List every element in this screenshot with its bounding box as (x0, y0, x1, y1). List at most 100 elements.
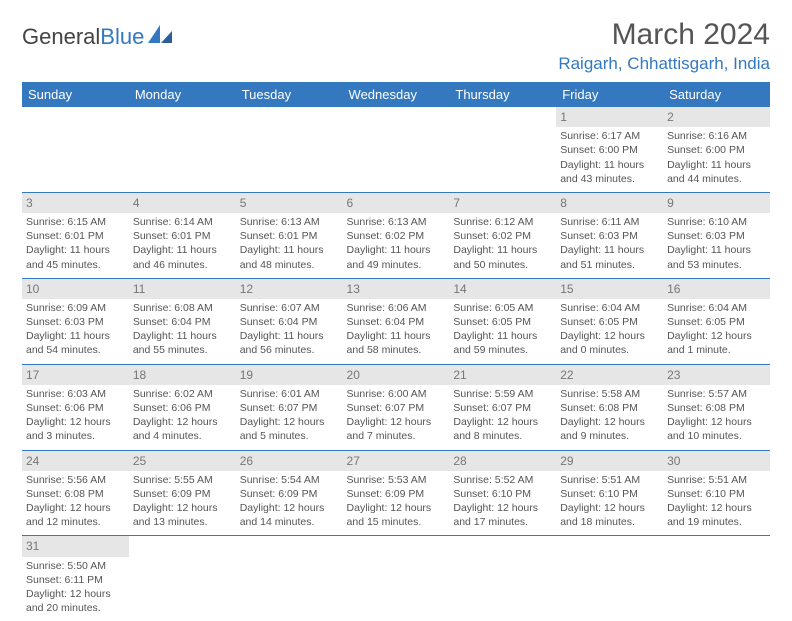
sunrise-line: Sunrise: 5:57 AM (667, 387, 766, 401)
weekday-header: Monday (129, 82, 236, 107)
sunrise-line: Sunrise: 6:13 AM (240, 215, 339, 229)
sunset-line: Sunset: 6:10 PM (453, 487, 552, 501)
daylight-line: Daylight: 12 hours and 17 minutes. (453, 501, 552, 529)
sunrise-line: Sunrise: 6:05 AM (453, 301, 552, 315)
daylight-line: Daylight: 12 hours and 14 minutes. (240, 501, 339, 529)
calendar-cell: 31Sunrise: 5:50 AMSunset: 6:11 PMDayligh… (22, 536, 129, 621)
sunrise-line: Sunrise: 6:13 AM (347, 215, 446, 229)
sunset-line: Sunset: 6:07 PM (453, 401, 552, 415)
sunset-line: Sunset: 6:05 PM (560, 315, 659, 329)
sunset-line: Sunset: 6:01 PM (133, 229, 232, 243)
location: Raigarh, Chhattisgarh, India (558, 54, 770, 74)
logo-text-2: Blue (100, 24, 144, 50)
calendar-cell: 7Sunrise: 6:12 AMSunset: 6:02 PMDaylight… (449, 192, 556, 278)
sunset-line: Sunset: 6:01 PM (26, 229, 125, 243)
day-number: 20 (343, 365, 450, 385)
weekday-header: Saturday (663, 82, 770, 107)
sunrise-line: Sunrise: 6:08 AM (133, 301, 232, 315)
calendar-cell: 26Sunrise: 5:54 AMSunset: 6:09 PMDayligh… (236, 450, 343, 536)
weekday-header: Wednesday (343, 82, 450, 107)
calendar-cell: 15Sunrise: 6:04 AMSunset: 6:05 PMDayligh… (556, 278, 663, 364)
calendar-cell: . (129, 107, 236, 192)
calendar-cell: 19Sunrise: 6:01 AMSunset: 6:07 PMDayligh… (236, 364, 343, 450)
daylight-line: Daylight: 12 hours and 18 minutes. (560, 501, 659, 529)
title-block: March 2024 Raigarh, Chhattisgarh, India (558, 18, 770, 74)
calendar-cell: . (343, 107, 450, 192)
month-title: March 2024 (558, 18, 770, 52)
daylight-line: Daylight: 12 hours and 13 minutes. (133, 501, 232, 529)
calendar-row: 3Sunrise: 6:15 AMSunset: 6:01 PMDaylight… (22, 192, 770, 278)
daylight-line: Daylight: 11 hours and 44 minutes. (667, 158, 766, 186)
calendar-table: Sunday Monday Tuesday Wednesday Thursday… (22, 82, 770, 621)
sunrise-line: Sunrise: 6:14 AM (133, 215, 232, 229)
sunrise-line: Sunrise: 6:11 AM (560, 215, 659, 229)
calendar-cell: 25Sunrise: 5:55 AMSunset: 6:09 PMDayligh… (129, 450, 236, 536)
weekday-header: Friday (556, 82, 663, 107)
calendar-cell: . (129, 536, 236, 621)
day-number: 11 (129, 279, 236, 299)
daylight-line: Daylight: 11 hours and 56 minutes. (240, 329, 339, 357)
sunset-line: Sunset: 6:04 PM (347, 315, 446, 329)
sunset-line: Sunset: 6:08 PM (26, 487, 125, 501)
daylight-line: Daylight: 12 hours and 10 minutes. (667, 415, 766, 443)
sunset-line: Sunset: 6:09 PM (133, 487, 232, 501)
sunset-line: Sunset: 6:08 PM (560, 401, 659, 415)
sunset-line: Sunset: 6:00 PM (560, 143, 659, 157)
sunrise-line: Sunrise: 5:59 AM (453, 387, 552, 401)
sunset-line: Sunset: 6:01 PM (240, 229, 339, 243)
day-number: 2 (663, 107, 770, 127)
day-number: 1 (556, 107, 663, 127)
sunset-line: Sunset: 6:05 PM (453, 315, 552, 329)
calendar-cell: . (343, 536, 450, 621)
calendar-cell: 10Sunrise: 6:09 AMSunset: 6:03 PMDayligh… (22, 278, 129, 364)
day-number: 21 (449, 365, 556, 385)
calendar-cell: 18Sunrise: 6:02 AMSunset: 6:06 PMDayligh… (129, 364, 236, 450)
day-number: 25 (129, 451, 236, 471)
calendar-cell: 2Sunrise: 6:16 AMSunset: 6:00 PMDaylight… (663, 107, 770, 192)
daylight-line: Daylight: 12 hours and 19 minutes. (667, 501, 766, 529)
daylight-line: Daylight: 12 hours and 15 minutes. (347, 501, 446, 529)
daylight-line: Daylight: 12 hours and 12 minutes. (26, 501, 125, 529)
daylight-line: Daylight: 12 hours and 7 minutes. (347, 415, 446, 443)
sunset-line: Sunset: 6:04 PM (133, 315, 232, 329)
logo-sail-icon (146, 23, 174, 45)
daylight-line: Daylight: 12 hours and 4 minutes. (133, 415, 232, 443)
daylight-line: Daylight: 12 hours and 20 minutes. (26, 587, 125, 615)
daylight-line: Daylight: 11 hours and 49 minutes. (347, 243, 446, 271)
sunrise-line: Sunrise: 5:58 AM (560, 387, 659, 401)
day-number: 31 (22, 536, 129, 556)
sunset-line: Sunset: 6:09 PM (240, 487, 339, 501)
daylight-line: Daylight: 11 hours and 45 minutes. (26, 243, 125, 271)
calendar-cell: 17Sunrise: 6:03 AMSunset: 6:06 PMDayligh… (22, 364, 129, 450)
calendar-cell: 8Sunrise: 6:11 AMSunset: 6:03 PMDaylight… (556, 192, 663, 278)
sunrise-line: Sunrise: 6:03 AM (26, 387, 125, 401)
sunrise-line: Sunrise: 5:56 AM (26, 473, 125, 487)
sunrise-line: Sunrise: 5:51 AM (560, 473, 659, 487)
day-number: 14 (449, 279, 556, 299)
calendar-cell: 9Sunrise: 6:10 AMSunset: 6:03 PMDaylight… (663, 192, 770, 278)
weekday-header: Thursday (449, 82, 556, 107)
calendar-cell: . (236, 536, 343, 621)
daylight-line: Daylight: 12 hours and 0 minutes. (560, 329, 659, 357)
calendar-row: 24Sunrise: 5:56 AMSunset: 6:08 PMDayligh… (22, 450, 770, 536)
day-number: 19 (236, 365, 343, 385)
daylight-line: Daylight: 11 hours and 54 minutes. (26, 329, 125, 357)
day-number: 28 (449, 451, 556, 471)
daylight-line: Daylight: 12 hours and 8 minutes. (453, 415, 552, 443)
sunrise-line: Sunrise: 5:53 AM (347, 473, 446, 487)
daylight-line: Daylight: 11 hours and 59 minutes. (453, 329, 552, 357)
calendar-row: 10Sunrise: 6:09 AMSunset: 6:03 PMDayligh… (22, 278, 770, 364)
logo: GeneralBlue (22, 24, 174, 50)
calendar-row: 31Sunrise: 5:50 AMSunset: 6:11 PMDayligh… (22, 536, 770, 621)
calendar-cell: 22Sunrise: 5:58 AMSunset: 6:08 PMDayligh… (556, 364, 663, 450)
sunrise-line: Sunrise: 6:15 AM (26, 215, 125, 229)
calendar-row: .....1Sunrise: 6:17 AMSunset: 6:00 PMDay… (22, 107, 770, 192)
day-number: 3 (22, 193, 129, 213)
sunrise-line: Sunrise: 6:06 AM (347, 301, 446, 315)
calendar-cell: 3 Sunrise: 6:15 AMSunset: 6:01 PMDaylight… (22, 192, 129, 278)
calendar-cell: 20Sunrise: 6:00 AMSunset: 6:07 PMDayligh… (343, 364, 450, 450)
day-number: 5 (236, 193, 343, 213)
sunset-line: Sunset: 6:00 PM (667, 143, 766, 157)
sunrise-line: Sunrise: 6:17 AM (560, 129, 659, 143)
calendar-cell: 14 Sunrise: 6:05 AMSunset: 6:05 PMDayligh… (449, 278, 556, 364)
